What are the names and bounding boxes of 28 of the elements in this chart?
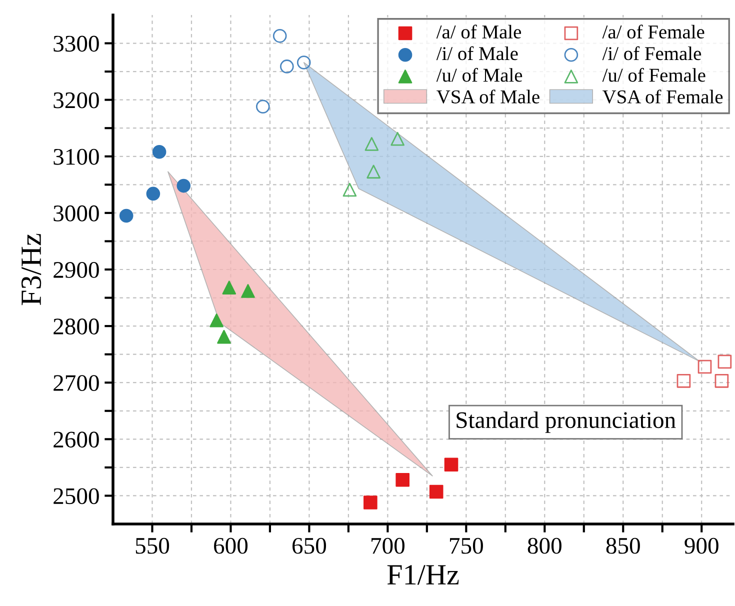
y-tick-label: 2500	[54, 488, 99, 504]
legend-label: /i/ of Male	[436, 46, 518, 60]
legend-label: /u/ of Female	[602, 68, 706, 82]
x-tick-label: 700	[372, 538, 404, 554]
legend-label: VSA of Female	[602, 90, 723, 104]
x-tick-label: 750	[450, 538, 483, 554]
annotation: Standard pronunciation	[456, 411, 676, 433]
x-tick-label: 850	[606, 538, 640, 554]
y-axis-title: F3/Hz	[22, 234, 42, 306]
x-tick-label: 600	[214, 538, 248, 554]
legend-label: VSA of Male	[436, 90, 540, 104]
y-tick-label: 2600	[54, 432, 99, 448]
x-tick-label: 550	[136, 538, 170, 554]
legend-label: /a/ of Female	[602, 24, 704, 39]
x-tick-label: 650	[292, 538, 326, 554]
legend-label: /u/ of Male	[436, 68, 522, 82]
y-tick-label: 2700	[54, 375, 99, 392]
x-tick-label: 900	[684, 538, 718, 554]
y-tick-label: 3100	[54, 148, 99, 165]
x-tick-label: 800	[528, 538, 562, 554]
y-tick-label: 2900	[54, 262, 99, 278]
y-tick-label: 2800	[54, 318, 99, 334]
y-tick-label: 3000	[54, 205, 99, 222]
x-axis-title: F1/Hz	[387, 565, 459, 585]
y-tick-label: 3300	[54, 36, 99, 52]
legend-label: /i/ of Female	[602, 46, 701, 60]
y-tick-label: 3200	[54, 92, 99, 108]
legend-label: /a/ of Male	[436, 24, 522, 39]
